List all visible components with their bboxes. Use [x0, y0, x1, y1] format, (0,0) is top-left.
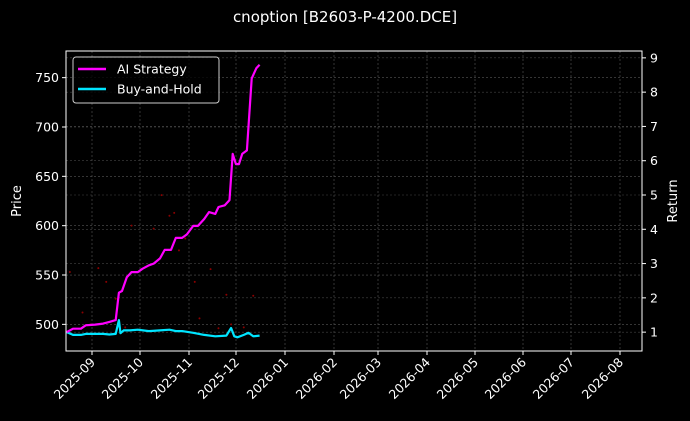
y-right-tick-label: 4 — [650, 222, 658, 237]
price-point — [105, 280, 108, 283]
y-axis-left-price: 500 550 600 650 700 750 — [35, 70, 66, 332]
price-point — [124, 326, 127, 329]
x-tick-label: 2025-11 — [148, 355, 196, 403]
y-axis-label-return: Return — [666, 179, 681, 222]
price-point — [152, 227, 155, 230]
y-right-tick-label: 3 — [650, 256, 658, 271]
series-line-buy-and-hold — [66, 319, 260, 339]
legend-label: Buy-and-Hold — [117, 82, 202, 97]
price-point — [177, 249, 180, 252]
price-point — [130, 224, 133, 227]
y-axis-right-return: 1 2 3 4 5 6 7 8 9 — [642, 50, 658, 340]
y-tick-label: 500 — [35, 317, 59, 332]
price-point — [209, 268, 212, 271]
x-tick-label: 2025-09 — [51, 354, 99, 402]
y-axis-label-price: Price — [10, 185, 25, 217]
x-tick-label: 2026-04 — [386, 354, 434, 402]
y-tick-label: 550 — [35, 268, 59, 283]
y-tick-label: 650 — [35, 169, 59, 184]
x-tick-label: 2026-02 — [293, 355, 341, 403]
price-point — [225, 293, 228, 296]
price-point — [97, 267, 100, 270]
x-tick-label: 2026-01 — [244, 355, 292, 403]
x-tick-label: 2026-08 — [579, 354, 627, 402]
price-point — [81, 311, 84, 314]
y-right-tick-label: 1 — [650, 325, 658, 340]
x-tick-label: 2025-12 — [195, 355, 243, 403]
series-line-ai-strategy — [66, 63, 261, 334]
x-tick-label: 2025-10 — [99, 354, 147, 402]
x-axis-dates: 2025-09 2025-10 2025-11 2025-12 2026-01 2026-… — [51, 351, 627, 403]
plot-frame — [65, 50, 643, 352]
x-tick-label: 2026-03 — [337, 355, 385, 403]
legend-label: AI Strategy — [117, 62, 187, 77]
price-point — [173, 211, 176, 214]
legend: AI Strategy Buy-and-Hold — [72, 56, 220, 104]
y-tick-label: 750 — [35, 70, 59, 85]
y-right-tick-label: 6 — [650, 153, 658, 168]
series-lines — [66, 63, 261, 339]
grid-lines — [66, 51, 642, 351]
price-point — [193, 280, 196, 283]
y-right-tick-label: 9 — [650, 50, 658, 65]
y-tick-label: 600 — [35, 218, 59, 233]
y-right-tick-label: 7 — [650, 119, 658, 134]
price-point — [184, 237, 187, 240]
price-point — [252, 294, 255, 297]
price-point — [168, 214, 171, 217]
chart-title: cnoption [B2603-P-4200.DCE] — [232, 8, 458, 26]
price-point — [114, 297, 117, 300]
y-right-tick-label: 8 — [650, 85, 658, 100]
y-right-tick-label: 5 — [650, 188, 658, 203]
x-tick-label: 2026-07 — [530, 355, 578, 403]
y-tick-label: 700 — [35, 119, 59, 134]
price-point — [160, 194, 163, 197]
price-point — [242, 326, 245, 329]
price-point — [230, 323, 233, 326]
y-right-tick-label: 2 — [650, 290, 658, 305]
price-point — [198, 317, 201, 320]
price-point — [68, 271, 71, 274]
x-tick-label: 2026-05 — [434, 355, 482, 403]
price-scatter-points — [68, 194, 255, 330]
x-tick-label: 2026-06 — [482, 354, 530, 402]
price-point — [217, 327, 220, 330]
